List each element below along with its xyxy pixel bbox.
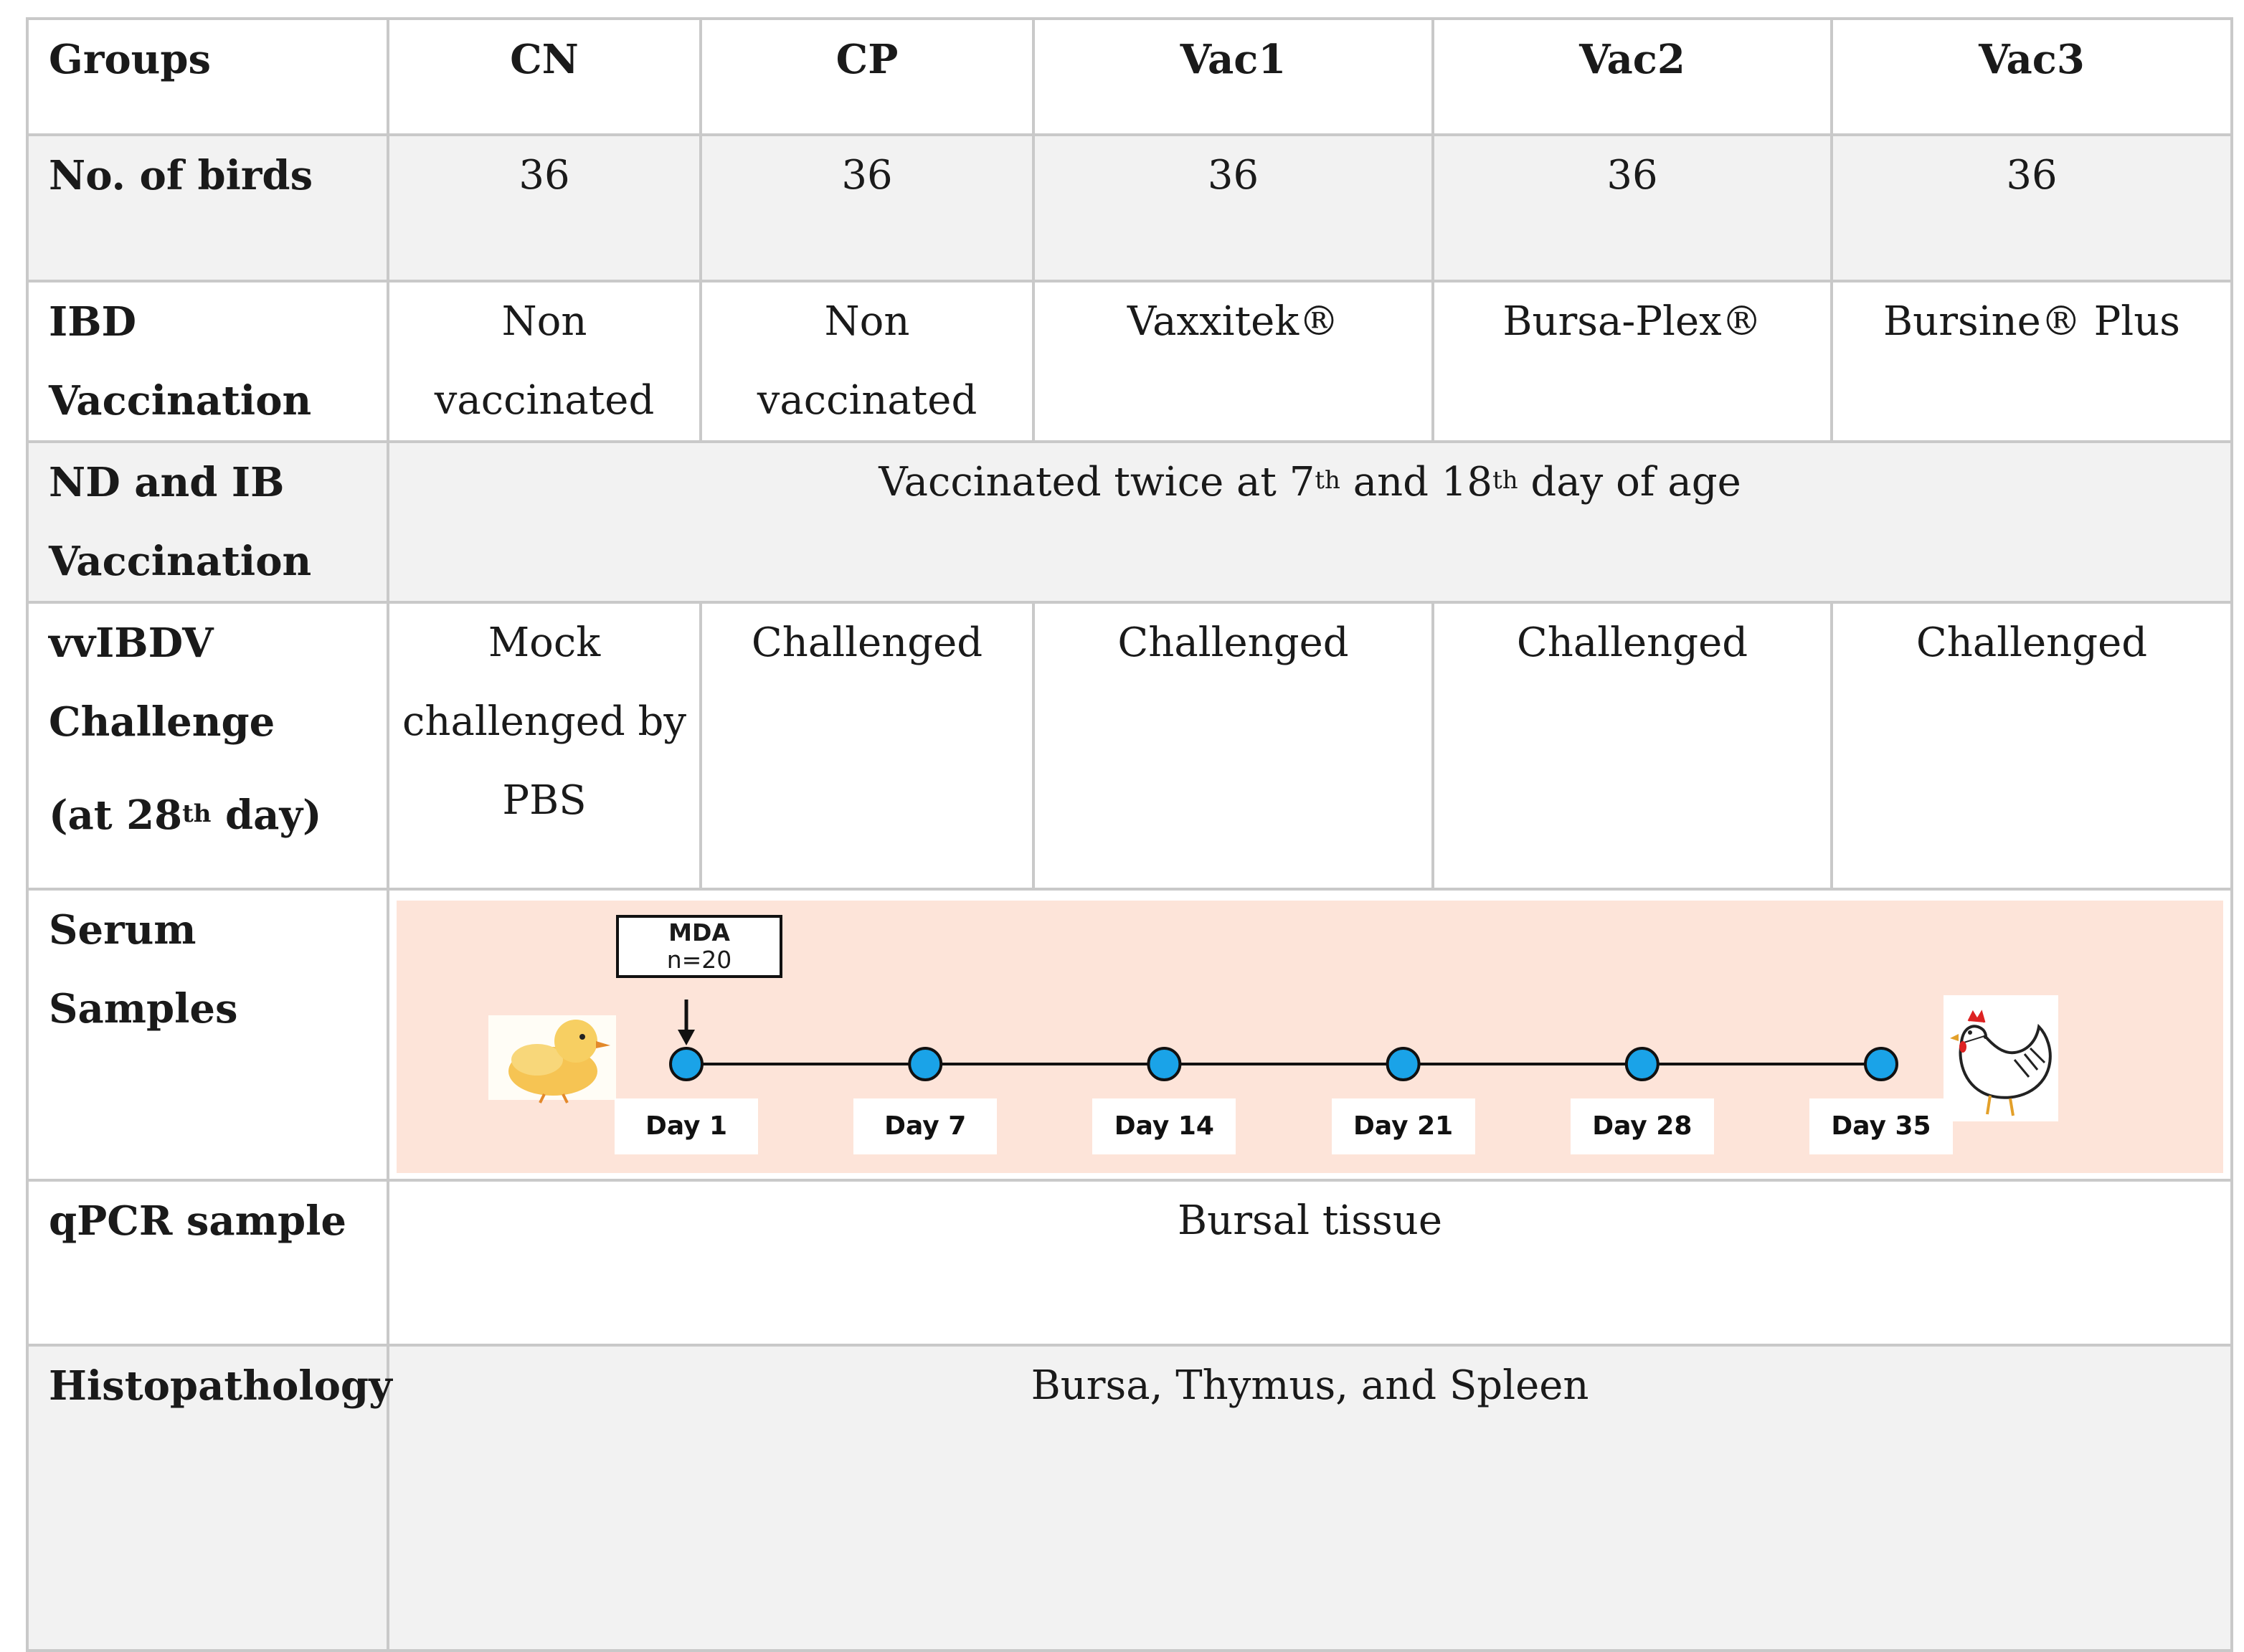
group-header-vac1: Vac1 bbox=[1032, 17, 1434, 136]
nd-ib-value: Vaccinated twice at 7th and 18th day of … bbox=[387, 440, 2233, 604]
ibd-vac2-line1: Bursa-Plex® bbox=[1502, 298, 1762, 345]
ibd-label-line1: IBD bbox=[49, 298, 137, 346]
serum-row: Serum Samples bbox=[26, 888, 2233, 1182]
challenge-cn-line2: challenged by bbox=[402, 698, 686, 745]
birds-vac2: 36 bbox=[1431, 133, 1833, 283]
group-header-vac2: Vac2 bbox=[1431, 17, 1833, 136]
challenge-label-line2: Challenge bbox=[49, 698, 275, 746]
qpcr-value: Bursal tissue bbox=[387, 1179, 2233, 1347]
nd-ib-text-pre: Vaccinated twice at 7 bbox=[879, 459, 1315, 505]
day-label-1: Day 1 bbox=[615, 1098, 758, 1154]
birds-vac3: 36 bbox=[1830, 133, 2233, 283]
ibd-vac3-line1: Bursine® Plus bbox=[1883, 298, 2181, 345]
timeline-marker-3 bbox=[1147, 1047, 1182, 1081]
challenge-label-line3-post: day) bbox=[211, 792, 322, 839]
nd-ib-sup2: th bbox=[1492, 466, 1518, 495]
groups-label: Groups bbox=[26, 17, 389, 136]
nd-ib-row: ND and IB Vaccination Vaccinated twice a… bbox=[26, 440, 2233, 604]
timeline-marker-1 bbox=[669, 1047, 704, 1081]
challenge-vac1: Challenged bbox=[1032, 601, 1434, 891]
nd-ib-text-mid: and 18 bbox=[1340, 459, 1493, 505]
timeline-panel: MDA n=20 Day 1 Day 7 Day 14 Day 21 Day 28 Day… bbox=[397, 901, 2223, 1173]
challenge-label-line3-pre: (at 28 bbox=[49, 792, 183, 839]
mda-box: MDA n=20 bbox=[616, 915, 782, 978]
ibd-vac3: Bursine® Plus bbox=[1830, 280, 2233, 443]
ibd-label-line2: Vaccination bbox=[49, 377, 312, 424]
ibd-cp-line2: vaccinated bbox=[757, 377, 977, 424]
challenge-label-line3-sup: th bbox=[182, 799, 212, 828]
header-row: Groups CN CP Vac1 Vac2 Vac3 bbox=[26, 17, 2233, 136]
day-label-2: Day 7 bbox=[853, 1098, 998, 1154]
ibd-cn-line2: vaccinated bbox=[434, 377, 655, 424]
serum-label: Serum Samples bbox=[26, 888, 389, 1182]
mda-title: MDA bbox=[668, 918, 730, 946]
challenge-cn-line3: PBS bbox=[502, 777, 587, 824]
ibd-cn-line1: Non bbox=[501, 298, 587, 345]
challenge-label-line3: (at 28th day) bbox=[49, 761, 387, 869]
timeline-graphic bbox=[488, 995, 2058, 1121]
chick-icon bbox=[488, 1015, 616, 1103]
day-label-6: Day 35 bbox=[1809, 1098, 1953, 1154]
group-header-cn: CN bbox=[387, 17, 702, 136]
group-header-vac3: Vac3 bbox=[1830, 17, 2233, 136]
challenge-row: vvIBDV Challenge (at 28th day) Mock chal… bbox=[26, 601, 2233, 891]
ibd-cp: Non vaccinated bbox=[699, 280, 1035, 443]
ibd-cn: Non vaccinated bbox=[387, 280, 702, 443]
challenge-cn-line1: Mock bbox=[488, 620, 601, 666]
mda-count: n=20 bbox=[666, 946, 732, 974]
ibd-vac1: Vaxxitek® bbox=[1032, 280, 1434, 443]
challenge-label: vvIBDV Challenge (at 28th day) bbox=[26, 601, 389, 891]
challenge-vac2: Challenged bbox=[1431, 601, 1833, 891]
ibd-row: IBD Vaccination Non vaccinated Non vacci… bbox=[26, 280, 2233, 443]
challenge-vac3: Challenged bbox=[1830, 601, 2233, 891]
birds-cp: 36 bbox=[699, 133, 1035, 283]
timeline-marker-5 bbox=[1624, 1047, 1660, 1081]
timeline-marker-6 bbox=[1864, 1047, 1898, 1081]
histo-row: Histopathology Bursa, Thymus, and Spleen bbox=[26, 1344, 2233, 1652]
nd-ib-text-post: day of age bbox=[1518, 459, 1741, 505]
nd-ib-label-line1: ND and IB bbox=[49, 459, 285, 506]
timeline-markers bbox=[669, 1047, 1898, 1081]
ibd-cp-line1: Non bbox=[824, 298, 910, 345]
hen-icon bbox=[1944, 995, 2058, 1121]
birds-row: No. of birds 36 36 36 36 36 bbox=[26, 133, 2233, 283]
nd-ib-label-line2: Vaccination bbox=[49, 538, 312, 585]
group-header-cp: CP bbox=[699, 17, 1035, 136]
qpcr-label: qPCR sample bbox=[26, 1179, 389, 1347]
histo-value: Bursa, Thymus, and Spleen bbox=[387, 1344, 2233, 1652]
ibd-label: IBD Vaccination bbox=[26, 280, 389, 443]
mda-arrow-head bbox=[678, 1030, 695, 1045]
ibd-vac2: Bursa-Plex® bbox=[1431, 280, 1833, 443]
nd-ib-label: ND and IB Vaccination bbox=[26, 440, 389, 604]
birds-cn: 36 bbox=[387, 133, 702, 283]
study-design-table: Groups CN CP Vac1 Vac2 Vac3 No. of birds… bbox=[26, 17, 2233, 1652]
nd-ib-sup1: th bbox=[1315, 466, 1340, 495]
day-label-5: Day 28 bbox=[1570, 1098, 1714, 1154]
birds-label: No. of birds bbox=[26, 133, 389, 283]
challenge-label-line1: vvIBDV bbox=[49, 620, 214, 667]
birds-vac1: 36 bbox=[1032, 133, 1434, 283]
timeline-marker-2 bbox=[908, 1047, 943, 1081]
serum-timeline-cell: MDA n=20 Day 1 Day 7 Day 14 Day 21 Day 28 Day… bbox=[387, 888, 2233, 1182]
day-label-3: Day 14 bbox=[1092, 1098, 1236, 1154]
day-label-4: Day 21 bbox=[1331, 1098, 1475, 1154]
ibd-vac1-line1: Vaxxitek® bbox=[1127, 298, 1340, 345]
challenge-cp: Challenged bbox=[699, 601, 1035, 891]
histo-label: Histopathology bbox=[26, 1344, 392, 1652]
timeline-marker-4 bbox=[1386, 1047, 1421, 1081]
qpcr-row: qPCR sample Bursal tissue bbox=[26, 1179, 2233, 1347]
challenge-cn: Mock challenged by PBS bbox=[387, 601, 702, 891]
